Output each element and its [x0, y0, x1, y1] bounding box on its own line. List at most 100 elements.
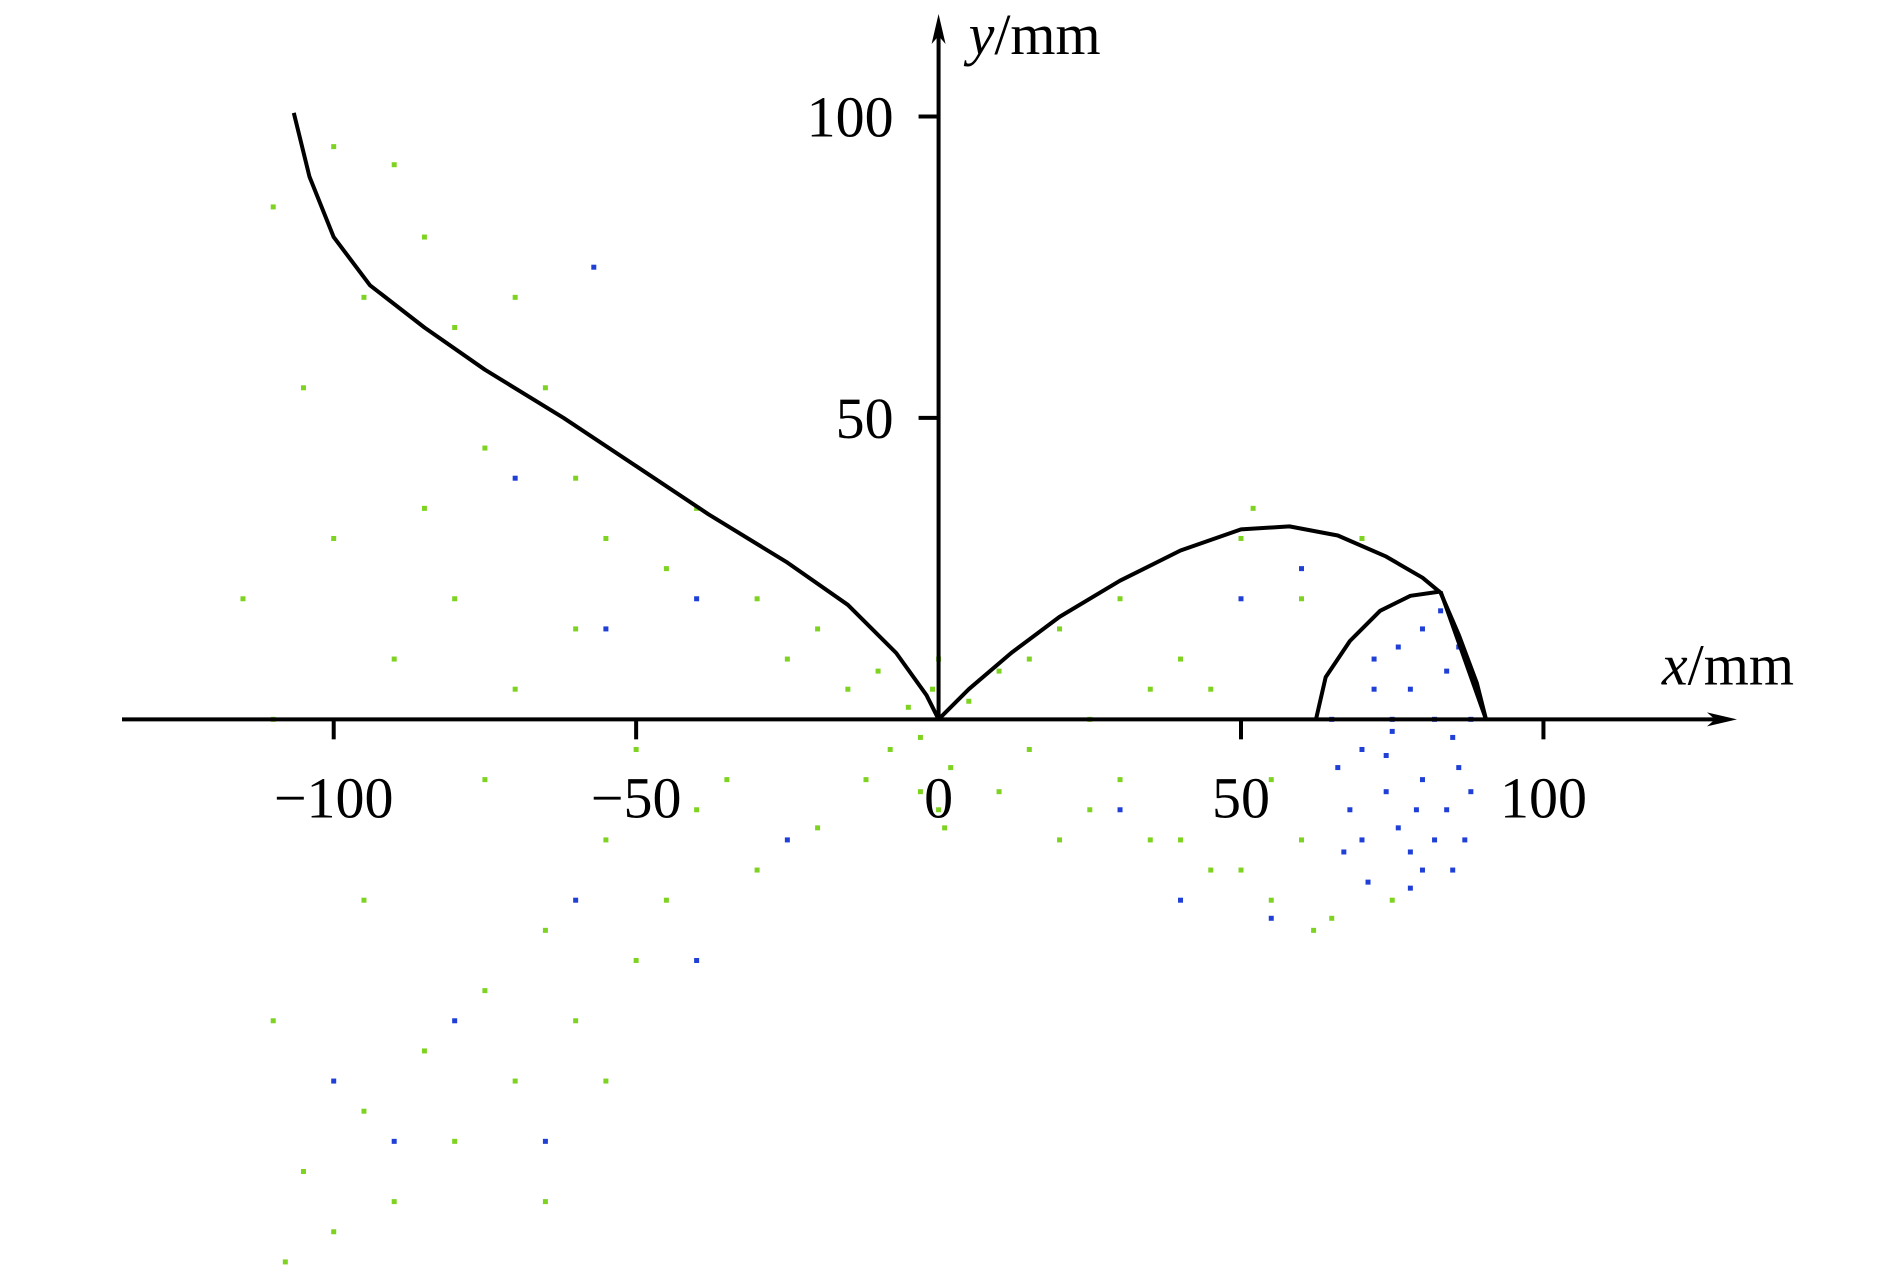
scatter-point: [573, 1018, 579, 1024]
scatter-point: [694, 807, 700, 813]
scatter-point: [1238, 596, 1244, 602]
axis-variable: y: [964, 2, 995, 67]
scatter-point: [1407, 885, 1413, 891]
scatter-point: [1026, 746, 1032, 752]
scatter-point: [1298, 837, 1304, 843]
scatter-point: [361, 1108, 367, 1114]
scatter-point: [1365, 879, 1371, 885]
scatter-point: [1117, 807, 1123, 813]
scatter-point: [948, 765, 954, 771]
scatter-point: [754, 596, 760, 602]
scatter-point: [421, 234, 427, 240]
scatter-point: [452, 324, 458, 330]
scatter-point: [1178, 837, 1184, 843]
scatter-point: [1456, 765, 1462, 771]
scatter-point: [482, 988, 488, 994]
scatter-point: [1117, 777, 1123, 783]
axis-unit: /mm: [1688, 632, 1794, 697]
scatter-point: [754, 867, 760, 873]
scatter-point: [573, 626, 579, 632]
scatter-point: [942, 825, 948, 831]
scatter-point: [1419, 867, 1425, 873]
scatter-point: [1268, 897, 1274, 903]
scatter-point: [1026, 656, 1032, 662]
scatter-point: [300, 385, 306, 391]
scatter-point: [905, 704, 911, 710]
scatter-point: [482, 777, 488, 783]
scatter-point: [1208, 686, 1214, 692]
scatter-point: [784, 656, 790, 662]
scatter-point: [815, 825, 821, 831]
scatter-point: [1335, 765, 1341, 771]
scatter-point: [784, 837, 790, 843]
scatter-point: [815, 626, 821, 632]
scatter-point: [1438, 608, 1444, 614]
y-tick-label: 100: [807, 84, 894, 149]
scatter-point: [1359, 837, 1365, 843]
scatter-point: [1298, 596, 1304, 602]
scatter-point: [1250, 505, 1256, 511]
scatter-point: [270, 1018, 276, 1024]
scatter-point: [1462, 837, 1468, 843]
scatter-point: [512, 686, 518, 692]
scatter-point: [573, 475, 579, 481]
scatter-point: [996, 789, 1002, 795]
x-tick-label: −100: [274, 765, 394, 830]
scatter-point: [512, 294, 518, 300]
scatter-point: [391, 1138, 397, 1144]
axis-variable: x: [1661, 632, 1688, 697]
scatter-point: [603, 535, 609, 541]
scatter-point: [542, 927, 548, 933]
x-tick-label: 0: [924, 765, 953, 830]
scatter-point: [1371, 656, 1377, 662]
scatter-point: [936, 807, 942, 813]
curve: [1438, 590, 1488, 720]
y-axis-label: y/mm: [964, 2, 1101, 67]
axis-unit: /mm: [994, 2, 1100, 67]
scatter-point: [1268, 915, 1274, 921]
scatter-point: [1147, 837, 1153, 843]
scatter-point: [1057, 837, 1063, 843]
scatter-point: [421, 1048, 427, 1054]
scatter-point: [633, 957, 639, 963]
scatter-point: [1311, 927, 1317, 933]
scatter-point: [361, 294, 367, 300]
scatter-point: [1383, 753, 1389, 759]
data-layer: [240, 144, 1480, 1265]
x-axis-arrow: [1707, 712, 1737, 727]
scatter-point: [1389, 728, 1395, 734]
x-tick-label: −50: [591, 765, 682, 830]
scatter-point: [391, 162, 397, 168]
scatter-point: [663, 566, 669, 572]
scatter-point: [1359, 535, 1365, 541]
scatter-point: [391, 1199, 397, 1205]
scatter-point: [331, 1229, 337, 1235]
scatter-point: [1359, 746, 1365, 752]
scatter-point: [482, 445, 488, 451]
y-axis-arrow: [931, 14, 946, 44]
scatter-point: [1238, 867, 1244, 873]
scatter-point: [1371, 686, 1377, 692]
scatter-point: [270, 204, 276, 210]
curve: [291, 112, 941, 721]
scatter-point: [1450, 734, 1456, 740]
scatter-point: [1117, 596, 1123, 602]
scatter-point: [1238, 535, 1244, 541]
scatter-point: [1419, 626, 1425, 632]
scatter-point: [1341, 849, 1347, 855]
scatter-point: [542, 1138, 548, 1144]
scatter-point: [633, 746, 639, 752]
scatter-point: [512, 1078, 518, 1084]
scatter-point: [1389, 897, 1395, 903]
scatter-point: [573, 897, 579, 903]
x-tick-label: 50: [1212, 765, 1270, 830]
scatter-point: [331, 144, 337, 150]
scatter-point: [240, 596, 246, 602]
scatter-point: [1468, 789, 1474, 795]
scatter-point: [1347, 807, 1353, 813]
scatter-point: [1413, 807, 1419, 813]
y-tick-label: 50: [836, 386, 894, 451]
scatter-point: [361, 897, 367, 903]
scatter-point: [452, 1018, 458, 1024]
